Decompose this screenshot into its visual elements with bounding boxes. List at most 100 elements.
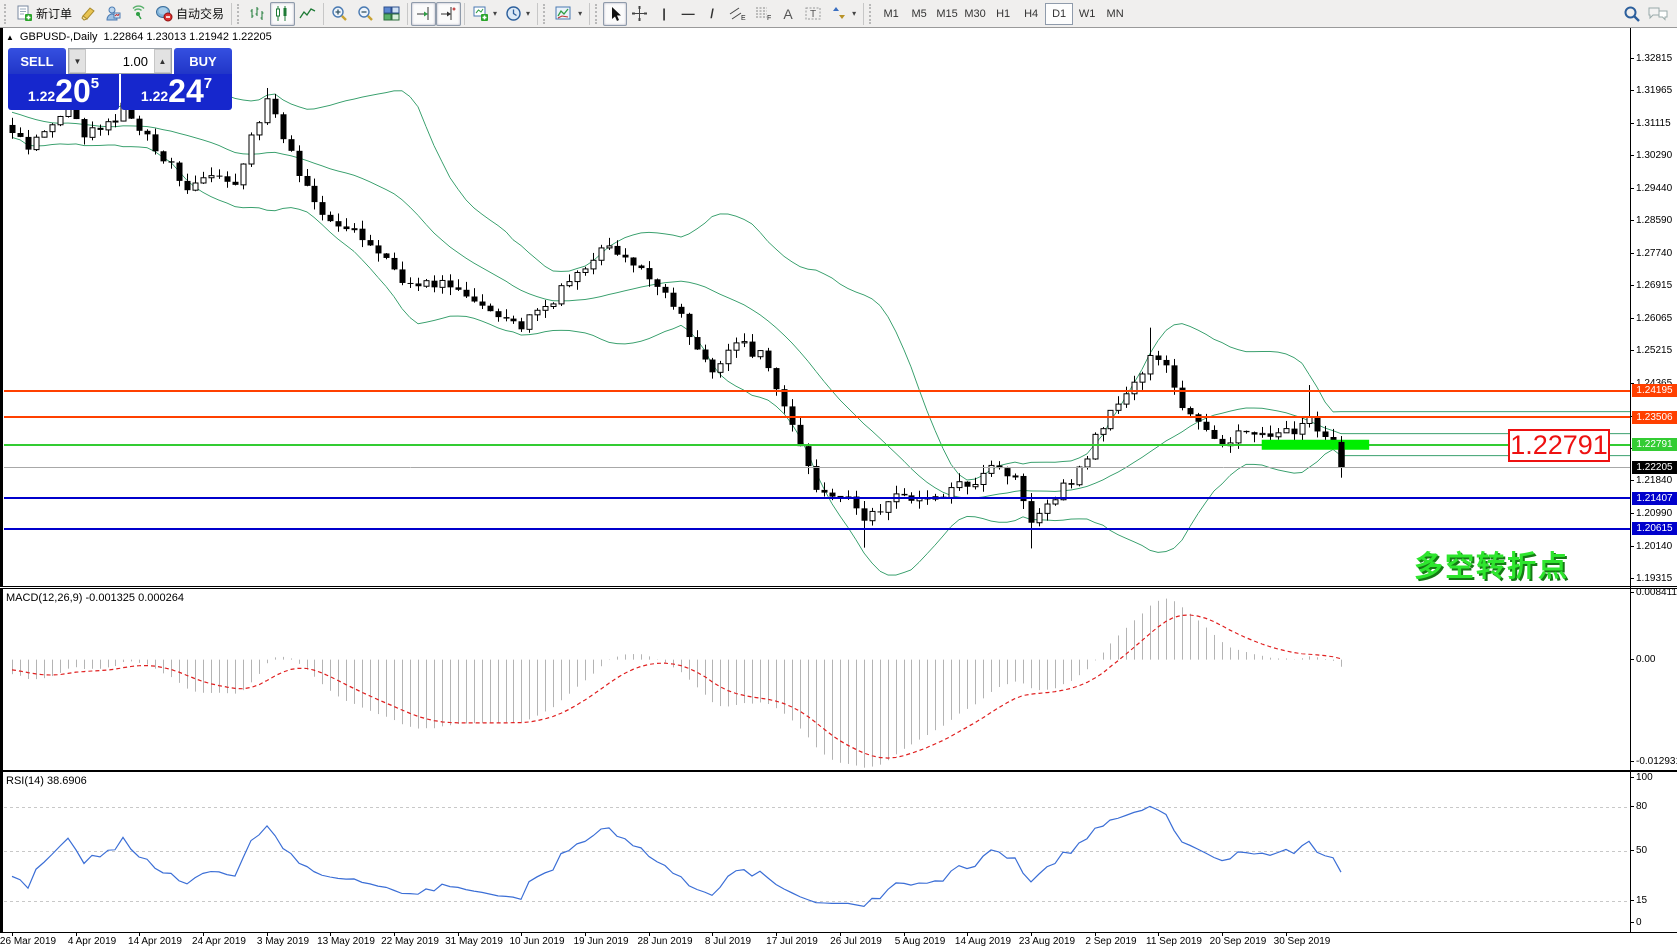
tab-m1[interactable]: M1 <box>883 7 899 20</box>
toolbar-grip[interactable] <box>237 3 243 24</box>
symbol-period-label: GBPUSD-,Daily <box>19 31 98 43</box>
date-tick <box>1222 933 1223 936</box>
sell-button[interactable]: SELL <box>8 48 66 74</box>
text-button[interactable]: A <box>776 2 800 26</box>
candlestick-chart-button[interactable] <box>270 1 296 26</box>
equidistant-channel-button[interactable]: E <box>724 2 750 26</box>
buy-price-sup: 7 <box>203 75 213 92</box>
tab-d1[interactable]: D1 <box>1045 2 1074 25</box>
one-click-trade-panel: SELL ▼ 1.00 ▲ BUY 1.22 20 5 1.22 24 7 <box>8 48 232 110</box>
date-label: 4 Apr 2019 <box>67 936 117 947</box>
tile-windows-button[interactable] <box>379 2 404 26</box>
zoom-out-button[interactable] <box>353 2 379 26</box>
toolbar-grip[interactable] <box>869 3 875 24</box>
vertical-line-button[interactable]: | <box>652 2 676 26</box>
bar-chart-button[interactable] <box>245 2 270 26</box>
horizontal-line-button[interactable]: — <box>676 2 700 26</box>
price-tick-label: 1.26065 <box>1629 312 1673 324</box>
volume-decrease-button[interactable]: ▼ <box>69 49 86 73</box>
cursor-button[interactable] <box>603 1 628 26</box>
cursor-icon <box>611 6 621 21</box>
zoom-out-icon <box>358 6 373 21</box>
toolbar-grip[interactable] <box>4 3 10 24</box>
zoom-in-button[interactable] <box>327 2 353 26</box>
pane-separator[interactable] <box>0 586 1677 589</box>
main-toolbar: 新订单 自动交易 <box>0 0 1677 28</box>
buy-button[interactable]: BUY <box>174 48 232 74</box>
new-chart-button[interactable]: ▾ <box>468 2 501 26</box>
date-tick <box>967 933 968 936</box>
rsi-value: 38.6906 <box>46 775 87 787</box>
autotrading-button[interactable]: 自动交易 <box>151 2 228 26</box>
price-level-badge: 1.21407 <box>1632 491 1677 505</box>
zoom-in-icon <box>332 6 347 21</box>
date-axis-line <box>0 932 1677 933</box>
date-tick <box>904 933 905 936</box>
pane-separator[interactable] <box>0 770 1677 772</box>
sell-price-display[interactable]: 1.22 20 5 <box>8 74 119 110</box>
price-tick-label: 0.00 <box>1629 653 1656 665</box>
profiles-button[interactable]: ▾ <box>501 2 534 26</box>
text-label-button[interactable]: T <box>800 2 827 26</box>
arrows-button[interactable]: ▾ <box>827 2 860 26</box>
price-tick-label: 80 <box>1629 800 1648 812</box>
new-chart-icon <box>473 6 489 21</box>
date-tick <box>776 933 777 936</box>
volume-increase-button[interactable]: ▲ <box>154 49 171 73</box>
toolbar-grip[interactable] <box>595 3 601 24</box>
equidistant-channel-icon: E <box>729 7 746 22</box>
date-tick <box>1031 933 1032 936</box>
date-tick <box>840 933 841 936</box>
fibonacci-icon: F <box>756 7 771 22</box>
tab-m15[interactable]: M15 <box>936 7 958 20</box>
date-label: 3 May 2019 <box>256 936 310 947</box>
chart-shift-button[interactable] <box>436 1 462 26</box>
indicators-button[interactable]: ▾ <box>551 2 586 26</box>
new-order-button[interactable]: 新订单 <box>12 2 76 26</box>
signals-button[interactable] <box>126 2 151 26</box>
rsi-label: RSI(14) 38.6906 <box>6 775 87 787</box>
trendline-button[interactable]: / <box>700 2 724 26</box>
date-tick <box>585 933 586 936</box>
price-tick-label: -0.012931 <box>1629 756 1677 767</box>
tab-w1[interactable]: W1 <box>1078 7 1096 20</box>
tab-h1[interactable]: H1 <box>996 7 1011 20</box>
fibonacci-button[interactable]: F <box>750 2 776 26</box>
crosshair-button[interactable] <box>627 2 652 26</box>
main-chart-canvas[interactable] <box>4 30 1630 586</box>
tab-mn[interactable]: MN <box>1106 7 1124 20</box>
date-label: 8 Jul 2019 <box>704 936 752 947</box>
web-trader-button[interactable] <box>101 2 126 26</box>
auto-scroll-button[interactable] <box>411 1 437 26</box>
price-tick-label: 1.31115 <box>1630 118 1671 129</box>
history-center-icon <box>81 7 95 21</box>
buy-price-display[interactable]: 1.22 24 7 <box>121 74 232 110</box>
date-tick <box>76 933 77 936</box>
price-annotation-box[interactable]: 1.22791 <box>1508 429 1610 462</box>
price-axis[interactable]: 1.32815 1.31965 1.31115 1.30290 1.29440 1.285… <box>1629 28 1677 933</box>
date-axis[interactable]: 26 Mar 2019 4 Apr 2019 14 Apr 2019 24 Apr 2… <box>0 933 1677 951</box>
date-label: 5 Aug 2019 <box>894 936 946 947</box>
price-tick-label: 100 <box>1630 771 1653 783</box>
rsi-canvas[interactable] <box>4 772 1630 932</box>
new-order-label: 新订单 <box>36 7 73 21</box>
line-chart-button[interactable] <box>295 2 320 26</box>
history-center-button[interactable] <box>76 2 101 26</box>
turning-point-annotation[interactable]: 多空转折点 <box>1414 551 1570 583</box>
price-tick-label: 1.19315 <box>1629 572 1673 584</box>
date-tick <box>521 933 522 936</box>
toolbar-separator <box>323 2 325 25</box>
toolbar-grip[interactable] <box>543 3 549 24</box>
tab-m30[interactable]: M30 <box>964 7 986 20</box>
tab-h4[interactable]: H4 <box>1024 7 1039 20</box>
price-tick-label: 1.31965 <box>1629 85 1673 97</box>
search-icon[interactable] <box>1623 5 1641 23</box>
macd-canvas[interactable] <box>4 589 1630 770</box>
chat-icon[interactable] <box>1647 5 1669 23</box>
volume-input[interactable]: 1.00 <box>86 49 154 73</box>
date-label: 31 May 2019 <box>445 936 503 947</box>
collapse-icon[interactable]: ▲ <box>6 32 14 42</box>
date-tick <box>394 933 395 936</box>
tab-m5[interactable]: M5 <box>911 7 927 20</box>
date-tick <box>12 933 13 936</box>
